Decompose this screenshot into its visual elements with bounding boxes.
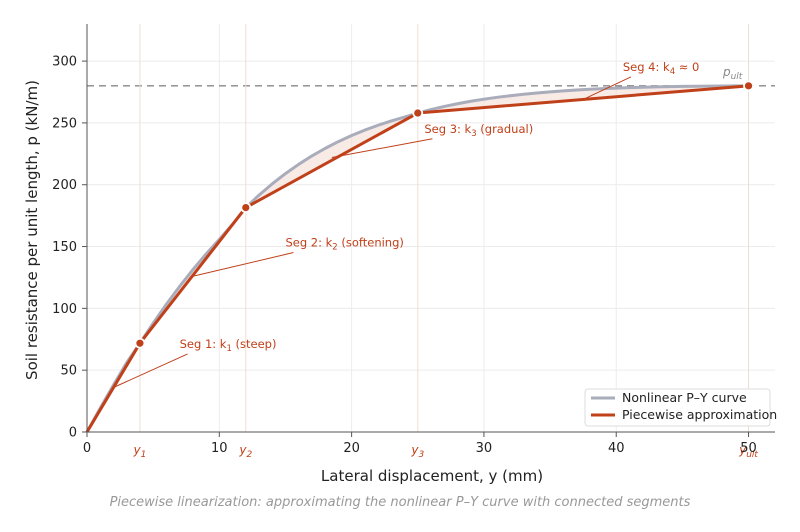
segment-annotation: Seg 3: k3 (gradual) [424,122,533,139]
x-tick-label: 30 [476,441,493,456]
y-tick-label: 300 [52,55,77,70]
segment-annotation: Seg 4: k4 ≈ 0 [623,60,700,77]
y-tick-label: 50 [60,364,77,379]
axes [82,24,775,437]
legend: Nonlinear P–Y curve Piecewise approximat… [584,388,777,427]
legend-frame [584,388,771,427]
y-tick-label: 100 [52,302,77,317]
breakpoint-marker [134,337,146,349]
breakpoint-marker [240,202,252,214]
breakpoint-label: y1 [133,443,147,460]
y-axis-label: Soil resistance per unit length, p (kN/m… [23,80,41,380]
annotations: Seg 1: k1 (steep) Seg 2: k2 (softening) Se… [113,60,699,388]
y-tick-label: 200 [52,178,77,193]
breakpoint-marker [412,107,424,119]
x-tick-label: 50 [740,441,757,456]
breakpoint-label: y2 [238,443,252,460]
x-tick-label: 40 [608,441,625,456]
x-axis-label: Lateral displacement, y (mm) [321,467,543,485]
series-group [85,80,754,433]
annotation-leader [192,252,294,277]
y-tick-label: 250 [52,116,77,131]
y-tick-label: 0 [69,426,77,441]
x-tick-label: 10 [211,441,228,456]
breakpoint-marker [743,80,754,92]
breakpoint-label: y3 [410,443,424,460]
x-tick-label: 20 [343,441,360,456]
legend-label-piecewise: Piecewise approximation [622,407,777,422]
annotation-leader [582,76,632,100]
chart-caption: Piecewise linearization: approximating t… [110,495,691,510]
tick-labels: 0 10 20 30 40 50 0 50 100 150 200 250 300 [52,55,757,456]
p-ult-label: pult [722,65,743,82]
annotation-leader [331,138,433,159]
segment-annotation: Seg 2: k2 (softening) [285,236,403,253]
y-tick-label: 150 [52,240,77,255]
annotation-leader [113,353,188,388]
legend-label-nonlinear: Nonlinear P–Y curve [622,390,747,405]
x-tick-label: 0 [83,441,91,456]
segment-annotation: Seg 1: k1 (steep) [180,337,277,354]
